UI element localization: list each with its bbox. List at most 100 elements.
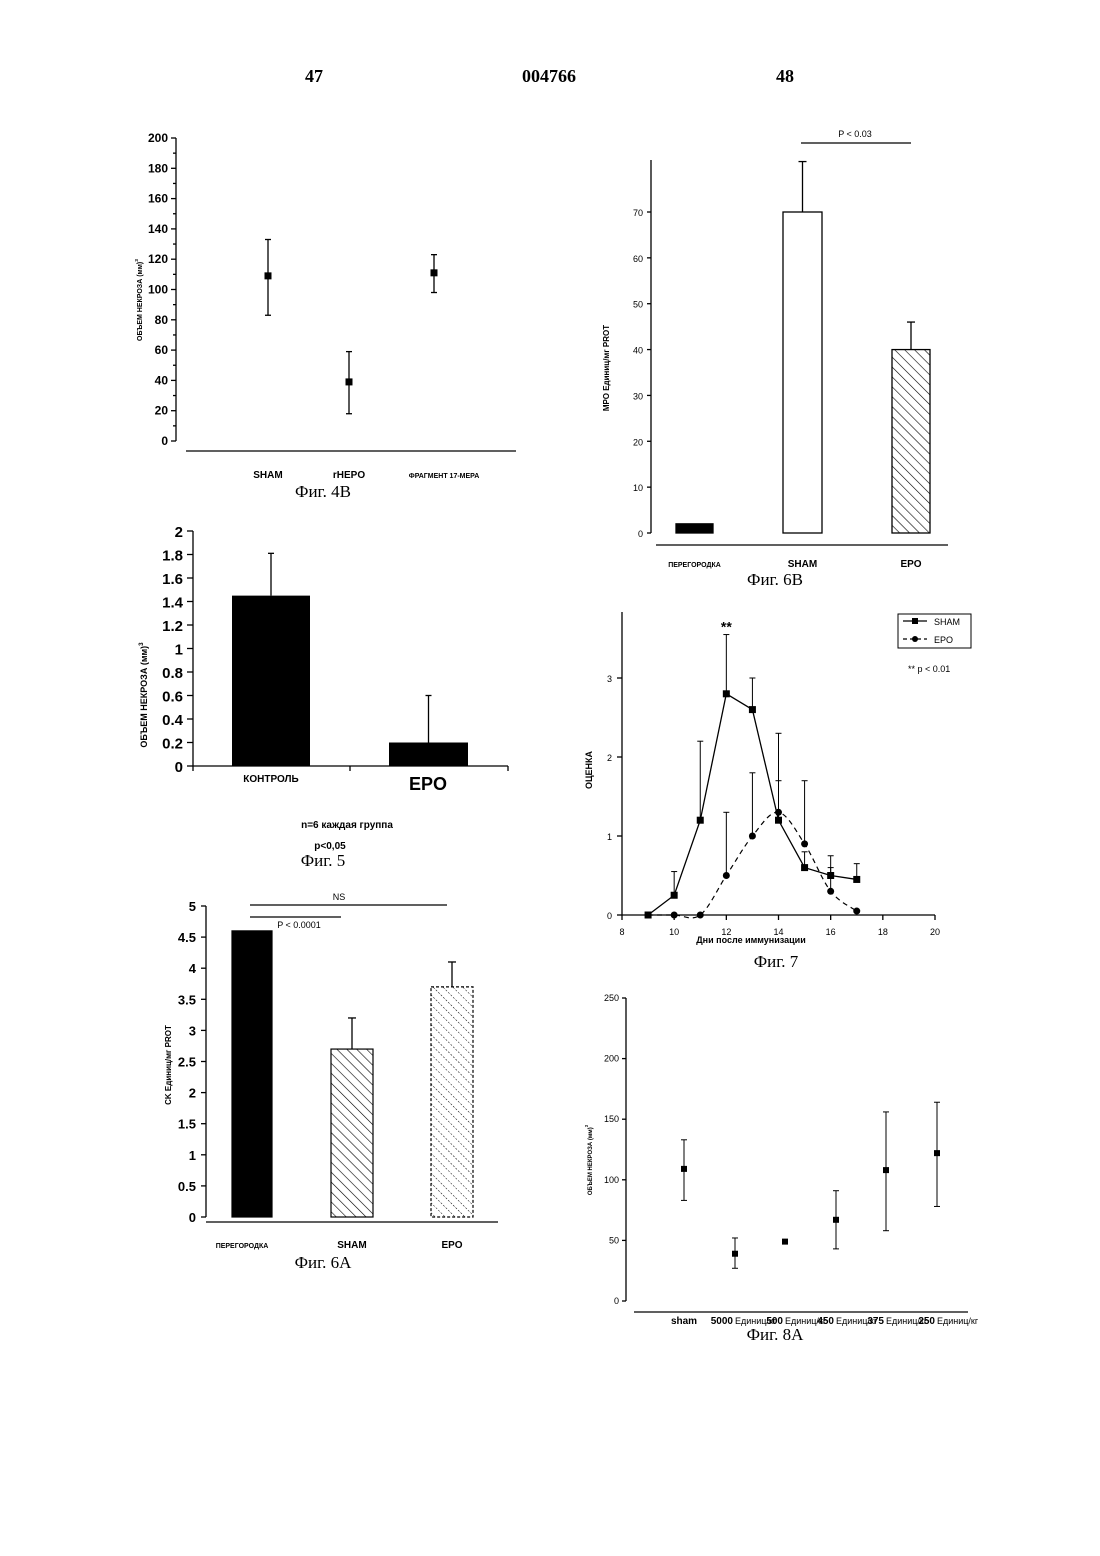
- x-category-label: SHAM: [788, 559, 817, 570]
- epo-marker: [645, 912, 652, 919]
- sham-marker: [749, 706, 756, 713]
- y-tick-label: 0: [638, 529, 643, 539]
- y-tick-label: 150: [604, 1114, 619, 1124]
- data-point: [265, 272, 272, 279]
- bar: [389, 743, 468, 767]
- x-category-label: sham: [671, 1316, 697, 1327]
- bar: [431, 987, 473, 1217]
- significance-label: P < 0.03: [838, 129, 872, 139]
- x-tick-label: 18: [878, 927, 888, 937]
- y-tick-label: 60: [633, 254, 643, 264]
- x-category-label: EPO: [900, 559, 921, 570]
- y-tick-label: 30: [633, 391, 643, 401]
- y-tick-label: 0: [189, 1210, 196, 1225]
- figure-caption: Фиг. 5: [301, 851, 346, 870]
- figure-caption: Фиг. 4В: [295, 482, 351, 501]
- x-tick-label: 16: [826, 927, 836, 937]
- x-category-label: rHEPO: [333, 470, 365, 481]
- y-tick-label: 0.5: [178, 1179, 196, 1194]
- legend-epo-label: EPO: [934, 635, 953, 645]
- y-tick-label: 200: [604, 1054, 619, 1064]
- bar: [783, 212, 822, 533]
- y-tick-label: 60: [155, 343, 169, 357]
- y-axis-label-sup: 3: [134, 259, 140, 262]
- x-tick-label: 20: [930, 927, 940, 937]
- figure-caption: Фиг. 6А: [295, 1253, 353, 1272]
- y-tick-label: 10: [633, 483, 643, 493]
- data-point: [883, 1167, 889, 1173]
- y-tick-label: 0: [614, 1296, 619, 1306]
- legend-epo-marker: [912, 636, 918, 642]
- y-tick-label: 4: [189, 961, 197, 976]
- x-category-unit: Единиц/кг: [937, 1316, 979, 1326]
- x-tick-label: 8: [619, 927, 624, 937]
- data-point: [732, 1251, 738, 1257]
- y-axis-label: ОБЪЕМ НЕКРОЗА (мм)3: [584, 1124, 594, 1195]
- x-axis-label: Дни после иммунизации: [696, 935, 805, 945]
- figure-caption: Фиг. 7: [754, 952, 799, 971]
- y-tick-label: 100: [148, 283, 168, 297]
- y-tick-label: 1.4: [162, 595, 184, 612]
- epo-marker: [853, 908, 860, 915]
- figure-canvas: 020406080100120140160180200ОБЪЕМ НЕКРОЗА…: [0, 0, 1100, 1556]
- sham-marker: [671, 892, 678, 899]
- y-tick-label: 0: [161, 434, 168, 448]
- y-tick-label: 40: [633, 346, 643, 356]
- bar: [331, 1049, 373, 1217]
- y-tick-label: 3: [607, 674, 612, 684]
- y-tick-label: 4.5: [178, 930, 196, 945]
- figure-caption: Фиг. 8А: [747, 1325, 805, 1344]
- y-tick-label: 70: [633, 208, 643, 218]
- y-tick-label: 0.2: [162, 736, 183, 753]
- legend-sham-marker: [912, 618, 918, 624]
- x-category-label: 375: [867, 1316, 884, 1327]
- epo-marker: [827, 888, 834, 895]
- y-axis-label: ОБЪЕМ НЕКРОЗА (мм)3: [134, 259, 144, 341]
- epo-marker: [749, 833, 756, 840]
- y-tick-label: 40: [155, 373, 169, 387]
- significance-ns-label: NS: [333, 892, 346, 902]
- y-tick-label: 3.5: [178, 992, 196, 1007]
- y-tick-label: 100: [604, 1175, 619, 1185]
- y-axis-label: CK Единиц/мг PROT: [164, 1025, 173, 1105]
- chart-fig6a: 00.511.522.533.544.55CK Единиц/мг PROTПЕ…: [164, 892, 498, 1272]
- y-tick-label: 50: [609, 1235, 619, 1245]
- y-tick-label: 250: [604, 993, 619, 1003]
- sham-marker: [775, 817, 782, 824]
- y-tick-label: 0.8: [162, 665, 183, 682]
- significance-marker: **: [721, 619, 732, 635]
- bar: [232, 596, 310, 766]
- y-tick-label: 1.6: [162, 571, 183, 588]
- chart-fig8a: 050100150200250ОБЪЕМ НЕКРОЗА (мм)3sham50…: [584, 993, 979, 1344]
- data-point: [782, 1239, 788, 1245]
- sham-marker: [827, 872, 834, 879]
- bar: [232, 931, 272, 1217]
- data-point: [833, 1217, 839, 1223]
- y-tick-label: 80: [155, 313, 169, 327]
- group-size-note: n=6 каждая группа: [301, 820, 393, 831]
- y-tick-label: 1: [189, 1148, 196, 1163]
- y-tick-label: 0.4: [162, 712, 184, 729]
- legend-sham-label: SHAM: [934, 617, 960, 627]
- epo-marker: [697, 912, 704, 919]
- chart-fig5: 00.20.40.60.811.21.41.61.82ОБЪЕМ НЕКРОЗА…: [138, 524, 508, 870]
- x-tick-label: 10: [669, 927, 679, 937]
- y-tick-label: 1.8: [162, 548, 183, 565]
- y-tick-label: 120: [148, 252, 168, 266]
- data-point: [934, 1150, 940, 1156]
- y-tick-label: 200: [148, 131, 168, 145]
- x-category-label: EPO: [409, 774, 447, 794]
- data-point: [681, 1166, 687, 1172]
- y-tick-label: 2: [607, 753, 612, 763]
- y-tick-label: 0.6: [162, 689, 183, 706]
- y-tick-label: 2: [189, 1086, 196, 1101]
- y-axis-label: ОЦЕНКА: [584, 750, 594, 789]
- y-tick-label: 1: [607, 832, 612, 842]
- y-tick-label: 1.5: [178, 1117, 196, 1132]
- sham-marker: [801, 864, 808, 871]
- chart-fig6b: 010203040506070МРО Единиц/мг PROTПЕРЕГОР…: [602, 129, 948, 589]
- bar: [892, 350, 930, 533]
- data-point: [346, 378, 353, 385]
- y-tick-label: 1: [175, 642, 183, 659]
- y-tick-label: 140: [148, 222, 168, 236]
